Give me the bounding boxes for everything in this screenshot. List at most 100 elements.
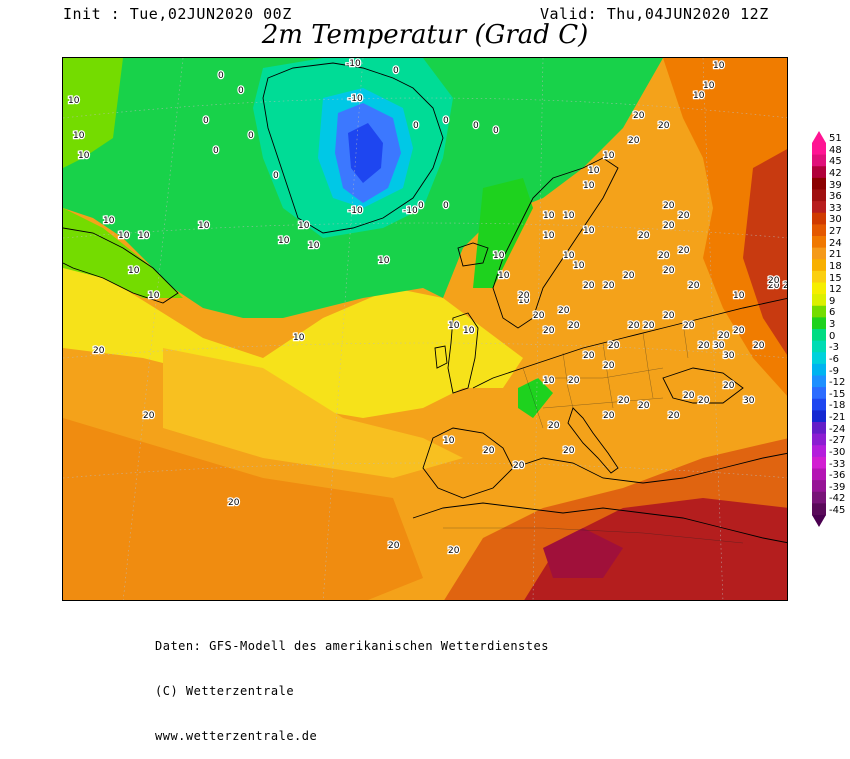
isotherm-label: 20 [603, 281, 615, 291]
isotherm-label: 20 [448, 546, 460, 556]
colorbar-tick-label: 0 [829, 330, 836, 342]
colorbar-tick-label: 42 [829, 167, 842, 179]
isotherm-label: 20 [768, 281, 780, 291]
isotherm-label: 10 [73, 131, 85, 141]
isotherm-label: 10 [733, 291, 745, 301]
isotherm-label: 0 [493, 126, 499, 136]
colorbar-block [812, 247, 826, 260]
colorbar-tick-label: -27 [829, 435, 846, 447]
isotherm-label: 10 [278, 236, 290, 246]
footer-credits: Daten: GFS-Modell des amerikanischen Wet… [155, 609, 549, 759]
colorbar-block [812, 294, 826, 307]
isotherm-label: 20 [143, 411, 155, 421]
colorbar-tick-label: 27 [829, 226, 842, 237]
isotherm-label: 30 [743, 396, 755, 406]
isotherm-label: 10 [148, 291, 160, 301]
colorbar-block [812, 236, 826, 249]
isotherm-label: 20 [783, 281, 788, 291]
field-green-labrador [63, 208, 183, 298]
colorbar-tick-label: -45 [829, 505, 846, 516]
colorbar-block [812, 329, 826, 342]
colorbar-block [812, 387, 826, 400]
colorbar-tick-label: 45 [829, 156, 842, 168]
isotherm-label: 30 [723, 351, 735, 361]
colorbar-block [812, 352, 826, 365]
colorbar-tick-label: 21 [829, 249, 842, 261]
isotherm-label: 10 [603, 151, 615, 161]
isotherm-label: 20 [683, 321, 695, 331]
footer-data-source: Daten: GFS-Modell des amerikanischen Wet… [155, 639, 549, 653]
isotherm-label: 20 [518, 291, 530, 301]
isotherm-label: 10 [588, 166, 600, 176]
colorbar-tick-label: 24 [829, 237, 842, 249]
isotherm-label: 20 [568, 376, 580, 386]
isotherm-label: 10 [563, 251, 575, 261]
isotherm-label: 10 [543, 376, 555, 386]
borders [443, 322, 744, 544]
colorbar-tick-label: -21 [829, 412, 846, 423]
isotherm-label: 10 [68, 96, 80, 106]
isotherm-label: 20 [603, 361, 615, 371]
colorbar-block [812, 363, 826, 376]
britain-coast [447, 312, 479, 394]
isotherm-label: 20 [513, 461, 525, 471]
colorbar-top-arrow [812, 131, 826, 143]
isotherm-label: 20 [628, 136, 640, 146]
isotherm-label: 10 [543, 231, 555, 241]
isotherm-label: 10 [293, 333, 305, 343]
colorbar-tick-label: -18 [829, 400, 846, 412]
isotherm-label: 30 [713, 341, 725, 351]
isotherm-label: 20 [663, 266, 675, 276]
isotherm-label: 0 [413, 121, 419, 131]
isotherm-label: 10 [563, 211, 575, 221]
isotherm-label: 10 [543, 211, 555, 221]
isotherm-label: 20 [753, 341, 765, 351]
isotherm-label: 20 [633, 111, 645, 121]
colorbar-block [812, 259, 826, 272]
colorbar-block [812, 143, 826, 156]
isotherm-label: -10 [346, 59, 361, 69]
colorbar-block [812, 177, 826, 190]
isotherm-label: 10 [583, 181, 595, 191]
scandinavia-coast [492, 157, 619, 329]
colorbar-tick-label: -15 [829, 388, 846, 400]
colorbar-block [812, 340, 826, 353]
colorbar-tick-label: -42 [829, 493, 846, 505]
isotherm-label: 20 [483, 446, 495, 456]
isotherm-label: 10 [713, 61, 725, 71]
footer-copyright: (C) Wetterzentrale [155, 684, 295, 698]
isotherm-label: -10 [348, 94, 363, 104]
colorbar-tick-label: 9 [829, 295, 836, 307]
colorbar-block [812, 468, 826, 481]
colorbar [812, 131, 826, 527]
isotherm-label: 10 [493, 251, 505, 261]
isotherm-label: 20 [638, 401, 650, 411]
med-coast [512, 452, 787, 484]
isotherm-label: 10 [378, 256, 390, 266]
isotherm-label: 20 [548, 421, 560, 431]
isotherm-label: 20 [558, 306, 570, 316]
field-dark-blue-greenland [348, 123, 383, 183]
isotherm-label: 10 [703, 81, 715, 91]
colorbar-tick-label: -33 [829, 458, 846, 470]
isotherm-label: 20 [618, 396, 630, 406]
isotherm-label: -10 [403, 206, 418, 216]
isotherm-label: 10 [308, 241, 320, 251]
colorbar-tick-label: -6 [829, 353, 839, 365]
colorbar-block [812, 375, 826, 388]
isotherm-label: 20 [688, 281, 700, 291]
isotherm-label: 20 [698, 341, 710, 351]
colorbar-tick-label: -36 [829, 470, 846, 482]
isotherm-label: 0 [213, 146, 219, 156]
graticule [63, 58, 787, 600]
isotherm-label: 20 [228, 498, 240, 508]
isotherm-label: -10 [348, 206, 363, 216]
colorbar-tick-label: -30 [829, 446, 846, 458]
iberia-coast [422, 427, 514, 499]
colorbar-tick-label: 48 [829, 144, 842, 156]
isotherm-label: 10 [78, 151, 90, 161]
isotherm-label: 10 [518, 296, 530, 306]
field-yellow-band [63, 258, 523, 418]
colorbar-block [812, 189, 826, 202]
footer-website[interactable]: www.wetterzentrale.de [155, 729, 318, 743]
